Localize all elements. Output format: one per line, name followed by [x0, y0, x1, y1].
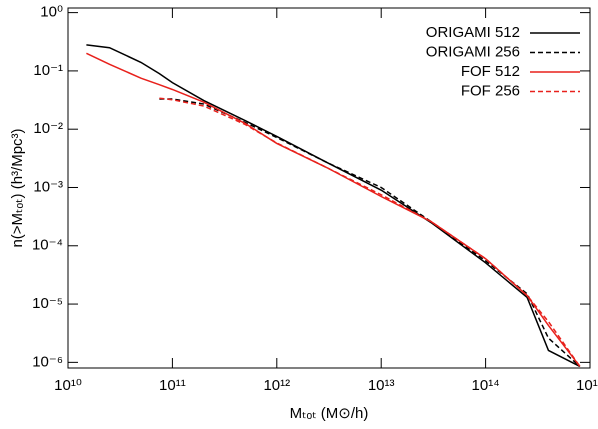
y-tick-label: 10⁻¹ [33, 62, 63, 79]
series-line [86, 52, 581, 367]
x-axis-label: Mₜₒₜ (M⊙/h) [290, 405, 369, 422]
series-line [159, 98, 581, 368]
y-tick-label: 10⁻² [33, 120, 63, 137]
y-tick-label: 10⁻⁵ [32, 295, 63, 312]
legend-label: FOF 256 [461, 82, 520, 99]
legend-label: FOF 512 [461, 63, 520, 80]
y-tick-label: 10⁰ [40, 4, 63, 21]
y-tick-label: 10⁻⁶ [32, 353, 63, 370]
y-tick-label: 10⁻⁴ [32, 237, 63, 254]
x-tick-label: 10¹² [263, 377, 290, 394]
legend-label: ORIGAMI 256 [426, 43, 520, 60]
x-tick-label: 10¹¹ [159, 377, 186, 394]
legend-label: ORIGAMI 512 [426, 24, 520, 41]
x-tick-label: 10¹³ [368, 377, 395, 394]
series-line [86, 44, 581, 368]
x-tick-label: 10¹⁰ [54, 377, 82, 394]
series-line [159, 97, 581, 367]
x-tick-label: 10¹⁵ [576, 377, 598, 394]
y-axis-label: n(>Mₜₒₜ) (h³/Mpc³) [9, 128, 26, 247]
x-tick-label: 10¹⁴ [472, 377, 500, 394]
y-tick-label: 10⁻³ [33, 178, 63, 195]
plot-frame [67, 7, 591, 369]
